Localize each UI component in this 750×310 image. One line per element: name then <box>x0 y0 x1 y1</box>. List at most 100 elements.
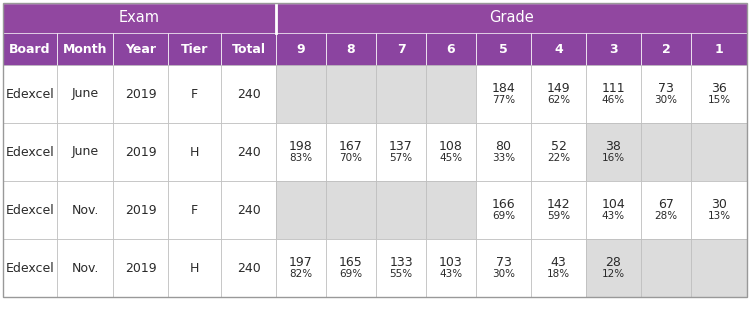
Text: 108: 108 <box>439 140 463 153</box>
Text: 69%: 69% <box>492 211 515 221</box>
Text: 137: 137 <box>389 140 412 153</box>
Bar <box>641 239 691 297</box>
Bar <box>57 181 113 239</box>
Text: 38: 38 <box>605 140 622 153</box>
Text: 165: 165 <box>339 255 363 268</box>
Bar <box>426 123 476 181</box>
Bar <box>531 65 586 123</box>
Text: 30%: 30% <box>655 95 677 105</box>
Text: June: June <box>71 145 98 158</box>
Text: Nov.: Nov. <box>71 203 99 216</box>
Text: 22%: 22% <box>547 153 570 163</box>
Text: 12%: 12% <box>602 269 625 279</box>
Text: 15%: 15% <box>707 95 730 105</box>
Bar <box>691 123 747 181</box>
Text: 8: 8 <box>346 43 355 56</box>
Bar <box>3 65 57 123</box>
Text: 73: 73 <box>658 82 674 95</box>
Bar <box>326 181 376 239</box>
Bar <box>221 33 276 66</box>
Bar <box>376 33 426 66</box>
Text: Nov.: Nov. <box>71 262 99 274</box>
Text: 36: 36 <box>711 82 727 95</box>
Text: 69%: 69% <box>340 269 362 279</box>
Text: 240: 240 <box>237 203 260 216</box>
Bar <box>691 65 747 123</box>
Text: 82%: 82% <box>290 269 313 279</box>
Bar <box>531 181 586 239</box>
Text: 1: 1 <box>715 43 723 56</box>
Bar <box>476 239 531 297</box>
Text: 5: 5 <box>500 43 508 56</box>
Text: 57%: 57% <box>389 153 412 163</box>
Bar <box>531 239 586 297</box>
Text: 111: 111 <box>602 82 625 95</box>
Text: 3: 3 <box>609 43 618 56</box>
Bar <box>221 123 276 181</box>
Text: Edexcel: Edexcel <box>6 87 54 100</box>
Bar <box>326 239 376 297</box>
Text: 240: 240 <box>237 87 260 100</box>
Text: 240: 240 <box>237 145 260 158</box>
Bar <box>326 65 376 123</box>
Bar <box>426 65 476 123</box>
Bar <box>641 123 691 181</box>
Bar <box>531 123 586 181</box>
Bar <box>586 181 641 239</box>
Bar <box>3 123 57 181</box>
Text: 7: 7 <box>397 43 405 56</box>
Text: June: June <box>71 87 98 100</box>
Text: 198: 198 <box>290 140 313 153</box>
Text: 18%: 18% <box>547 269 570 279</box>
Bar <box>276 239 326 297</box>
Bar <box>3 33 57 66</box>
Text: 2019: 2019 <box>124 87 156 100</box>
Text: 33%: 33% <box>492 153 515 163</box>
Bar <box>57 123 113 181</box>
Text: 16%: 16% <box>602 153 625 163</box>
Text: 28: 28 <box>605 255 622 268</box>
Text: 45%: 45% <box>440 153 463 163</box>
Text: Edexcel: Edexcel <box>6 145 54 158</box>
Text: 28%: 28% <box>655 211 677 221</box>
Text: 166: 166 <box>492 197 515 210</box>
Text: Month: Month <box>63 43 107 56</box>
Bar <box>641 65 691 123</box>
Text: 133: 133 <box>389 255 412 268</box>
Text: 142: 142 <box>547 197 570 210</box>
Bar <box>426 181 476 239</box>
Bar <box>276 33 326 66</box>
Text: Edexcel: Edexcel <box>6 262 54 274</box>
Bar <box>426 239 476 297</box>
Text: 46%: 46% <box>602 95 625 105</box>
Text: 43%: 43% <box>440 269 463 279</box>
Bar <box>426 33 476 66</box>
Bar <box>641 181 691 239</box>
Bar <box>691 181 747 239</box>
Text: F: F <box>191 203 198 216</box>
Bar <box>276 123 326 181</box>
Text: 13%: 13% <box>707 211 730 221</box>
Bar <box>3 3 276 33</box>
Bar <box>376 181 426 239</box>
Bar <box>376 65 426 123</box>
Bar <box>113 65 168 123</box>
Text: Tier: Tier <box>181 43 209 56</box>
Text: 52: 52 <box>550 140 566 153</box>
Bar <box>326 33 376 66</box>
Text: 104: 104 <box>602 197 625 210</box>
Text: 4: 4 <box>554 43 562 56</box>
Text: 80: 80 <box>496 140 512 153</box>
Bar <box>531 33 586 66</box>
Bar <box>113 181 168 239</box>
Bar <box>57 239 113 297</box>
Text: 184: 184 <box>492 82 515 95</box>
Text: 149: 149 <box>547 82 570 95</box>
Bar <box>586 239 641 297</box>
Bar <box>113 33 168 66</box>
Bar <box>168 33 221 66</box>
Bar <box>476 181 531 239</box>
Text: 103: 103 <box>440 255 463 268</box>
Text: Exam: Exam <box>119 11 160 25</box>
Text: Year: Year <box>125 43 156 56</box>
